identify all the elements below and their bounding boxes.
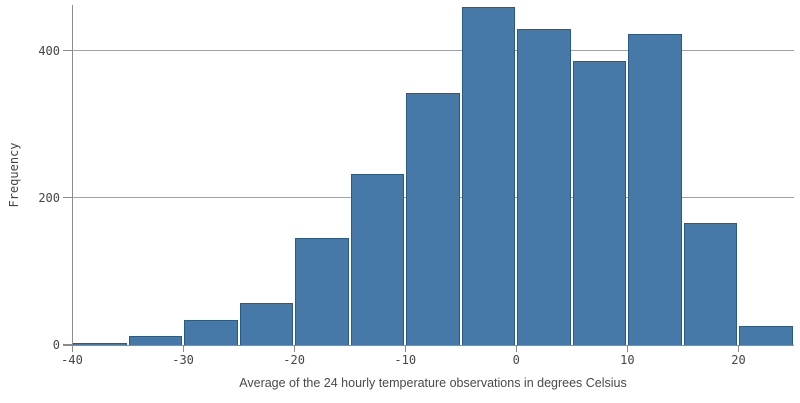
histogram-bar[interactable] [128,336,183,345]
x-axis-line [63,345,794,346]
histogram-bar[interactable] [350,173,405,345]
x-axis-title: Average of the 24 hourly temperature obs… [239,376,627,390]
histogram-bar[interactable] [73,343,127,345]
histogram-bar[interactable] [239,303,294,345]
x-tick-label: 0 [512,353,520,367]
x-tick-label: -20 [283,353,305,367]
y-tick-label: 400 [38,44,60,59]
x-tick-label: -30 [172,353,194,367]
x-tick [405,345,407,352]
x-tick-label: -40 [61,353,83,367]
histogram-bar[interactable] [184,320,238,345]
x-tick [627,345,629,352]
y-tick [63,197,72,199]
histogram-bar[interactable] [683,223,738,345]
gridline-400 [72,50,794,52]
histogram-bar[interactable] [406,93,460,345]
histogram-bar[interactable] [461,7,516,345]
y-tick-label: 200 [38,191,60,206]
plot-area[interactable]: 0 200 400 -40 -30 -20 -10 0 10 20 [38,5,794,367]
y-tick-label: 0 [52,338,60,352]
histogram-bar[interactable] [295,237,349,345]
y-tick [63,344,72,345]
x-tick [183,345,185,352]
y-tick [63,50,72,52]
histogram-bar[interactable] [739,325,793,345]
x-tick [516,345,518,352]
x-tick-label: -10 [394,353,417,367]
x-tick [72,345,73,352]
histogram-bar[interactable] [628,33,682,345]
x-tick-label: 10 [620,353,635,367]
y-axis-line [72,5,73,345]
histogram-bar[interactable] [572,60,627,345]
x-tick [738,345,740,352]
x-tick [294,345,296,352]
histogram-bar[interactable] [517,29,571,345]
x-tick-label: 20 [731,353,746,367]
